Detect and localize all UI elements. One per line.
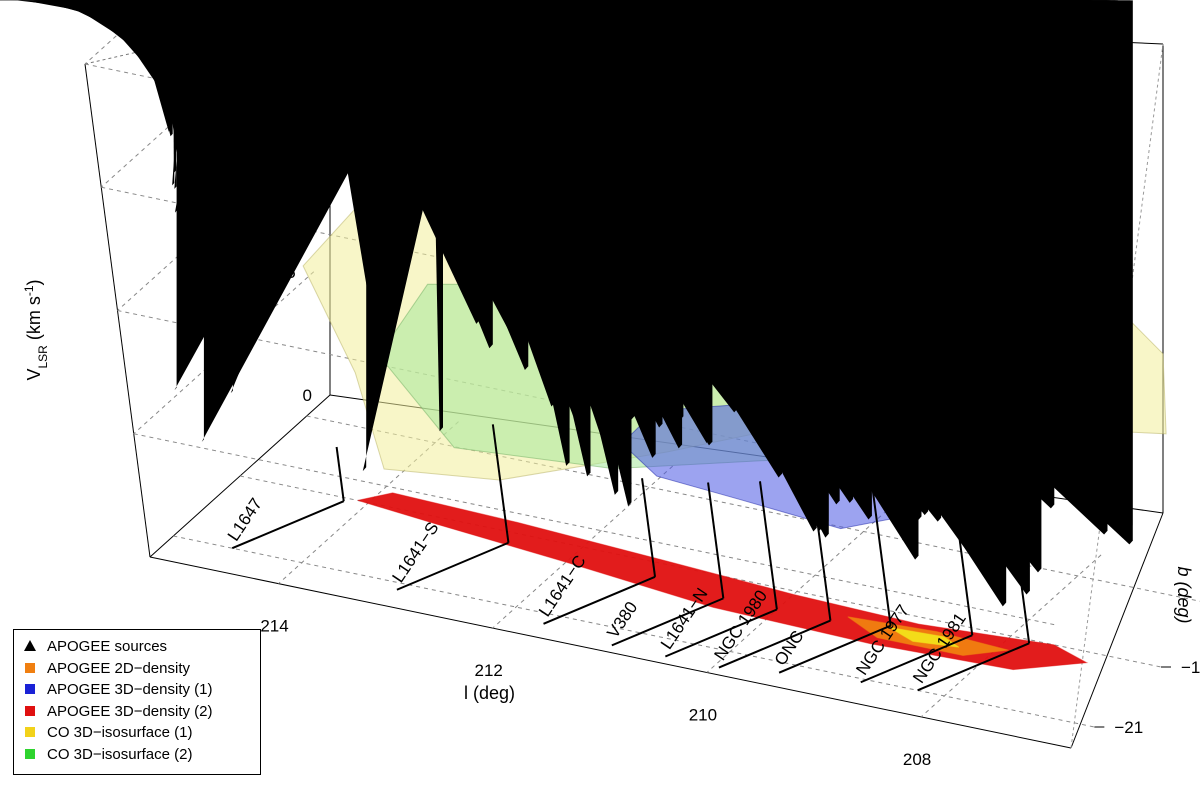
region-dropline (997, 409, 1031, 644)
legend-swatch (25, 662, 35, 673)
legend-label: APOGEE 2D−density (47, 659, 190, 677)
region-dropline (707, 482, 725, 599)
z-label-lsr: LSR (36, 345, 50, 369)
region-dropline (335, 446, 345, 502)
apogee-2d-density-floor (357, 492, 1089, 671)
legend-entry: APOGEE 3D−density (1) (23, 679, 260, 701)
z-label-units: (km s (24, 296, 44, 345)
x-tick-label: 214 (260, 617, 288, 636)
z-label-v: V (24, 369, 44, 381)
region-label: L1641−C (535, 552, 590, 620)
region-leader (396, 541, 509, 591)
square-icon (23, 681, 37, 698)
legend-label: CO 3D−isosurface (1) (47, 724, 193, 742)
legend: APOGEE sources APOGEE 2D−density APOGEE 3D… (13, 629, 261, 775)
region-dropline (641, 478, 657, 577)
region-dropline (868, 465, 892, 626)
region-leader (860, 634, 973, 684)
legend-swatch (25, 684, 35, 695)
x-tick-label: 212 (475, 661, 503, 680)
axis-labels: l (deg) b (deg) VLSR (km s-1) (22, 279, 1194, 703)
legend-label: APOGEE sources (47, 638, 168, 656)
triangle-icon (23, 638, 37, 655)
legend-entry: APOGEE 2D−density (23, 658, 260, 680)
region-dropline (758, 481, 778, 610)
legend-entry: APOGEE 3D−density (2) (23, 701, 260, 723)
axis-ticks: 05101520214212210208−17−19−21 (244, 16, 1200, 769)
z-tick-label: 5 (286, 263, 295, 282)
x-axis-label: l (deg) (464, 683, 515, 703)
square-icon (23, 724, 37, 741)
z-tick-label: 0 (303, 386, 312, 405)
region-leader (718, 619, 831, 669)
region-leader (231, 500, 345, 550)
region-leader (778, 624, 892, 674)
x-tick-label: 208 (903, 750, 931, 769)
region-leader (917, 642, 1030, 692)
region-leader (664, 608, 778, 658)
apogee-source (371, 0, 1111, 372)
z-tick-label: 10 (261, 140, 280, 159)
region-dropline (491, 424, 510, 543)
z-tick-label: 15 (244, 16, 263, 35)
region-label: L1641−S (388, 519, 442, 586)
grid-line-v (84, 0, 157, 65)
legend-entry: APOGEE sources (23, 636, 260, 658)
z-label-close: ) (24, 279, 44, 285)
square-icon (23, 660, 37, 677)
z-axis-label: VLSR (km s-1) (22, 279, 50, 380)
legend-swatch (24, 640, 36, 652)
region-leader (611, 597, 724, 647)
apogee-sources (0, 0, 1133, 607)
legend-label: APOGEE 3D−density (2) (47, 702, 213, 720)
legend-swatch (25, 705, 35, 716)
y-tick-label: −19 (1181, 658, 1200, 677)
z-axis-label-text: VLSR (km s-1) (22, 279, 50, 380)
legend-label: APOGEE 3D−density (1) (47, 681, 213, 699)
y-tick-label: −21 (1114, 718, 1143, 737)
square-icon (23, 746, 37, 763)
legend-swatch (25, 748, 35, 759)
x-tick-label: 210 (689, 705, 717, 724)
square-icon (23, 703, 37, 720)
box-edge-floor-right (1070, 512, 1164, 749)
legend-label: CO 3D−isosurface (2) (47, 745, 193, 763)
legend-swatch (25, 727, 35, 738)
z-label-exp: -1 (22, 285, 36, 296)
region-dropline (947, 457, 974, 636)
legend-entry: CO 3D−isosurface (2) (23, 744, 260, 766)
y-axis-label: b (deg) (1174, 566, 1194, 623)
apogee-2d-density-core (888, 626, 960, 648)
box-edge-front-bottom (149, 556, 1072, 749)
legend-entry: CO 3D−isosurface (1) (23, 722, 260, 744)
region-dropline (812, 492, 832, 621)
region-leader (543, 575, 656, 625)
